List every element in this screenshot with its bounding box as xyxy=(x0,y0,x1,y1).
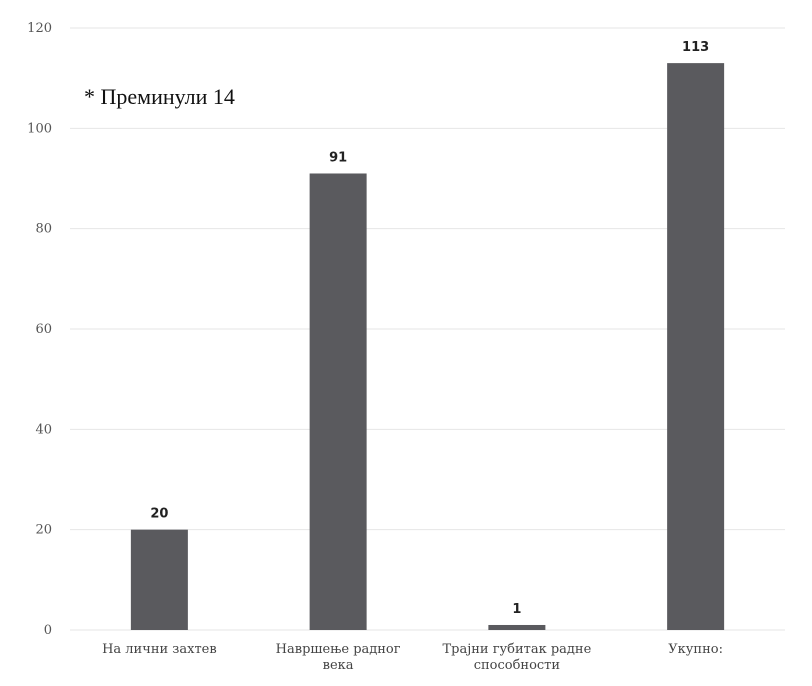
y-tick-label: 0 xyxy=(44,623,52,638)
chart-annotation: * Преминули 14 xyxy=(84,84,235,109)
x-tick-label: Навршење радног века xyxy=(276,642,401,673)
x-tick-label-line: Навршење радног xyxy=(276,642,401,657)
data-label: 91 xyxy=(329,150,347,165)
x-tick-label-line: века xyxy=(323,658,354,673)
bar xyxy=(309,173,367,630)
bar xyxy=(130,529,188,630)
data-label: 20 xyxy=(150,507,168,522)
x-tick-label-line: способности xyxy=(474,658,560,673)
x-tick-label-line: Укупно: xyxy=(668,642,723,657)
data-label: 1 xyxy=(512,602,521,617)
y-tick-label: 40 xyxy=(35,422,52,437)
x-tick-label-line: Трајни губитак радне xyxy=(442,642,591,657)
x-tick-label: Укупно: xyxy=(668,642,723,657)
x-tick-label: На лични захтев xyxy=(102,642,217,657)
x-tick-label: Трајни губитак радне способности xyxy=(442,642,591,673)
bar xyxy=(488,624,546,630)
x-tick-label-line: На лични захтев xyxy=(102,642,217,657)
y-tick-label: 120 xyxy=(27,21,52,36)
y-tick-label: 20 xyxy=(35,523,52,538)
bar xyxy=(667,63,725,631)
y-tick-label: 60 xyxy=(35,322,52,337)
y-tick-label: 80 xyxy=(35,222,52,237)
y-tick-label: 100 xyxy=(27,121,52,136)
data-label: 113 xyxy=(682,40,709,55)
